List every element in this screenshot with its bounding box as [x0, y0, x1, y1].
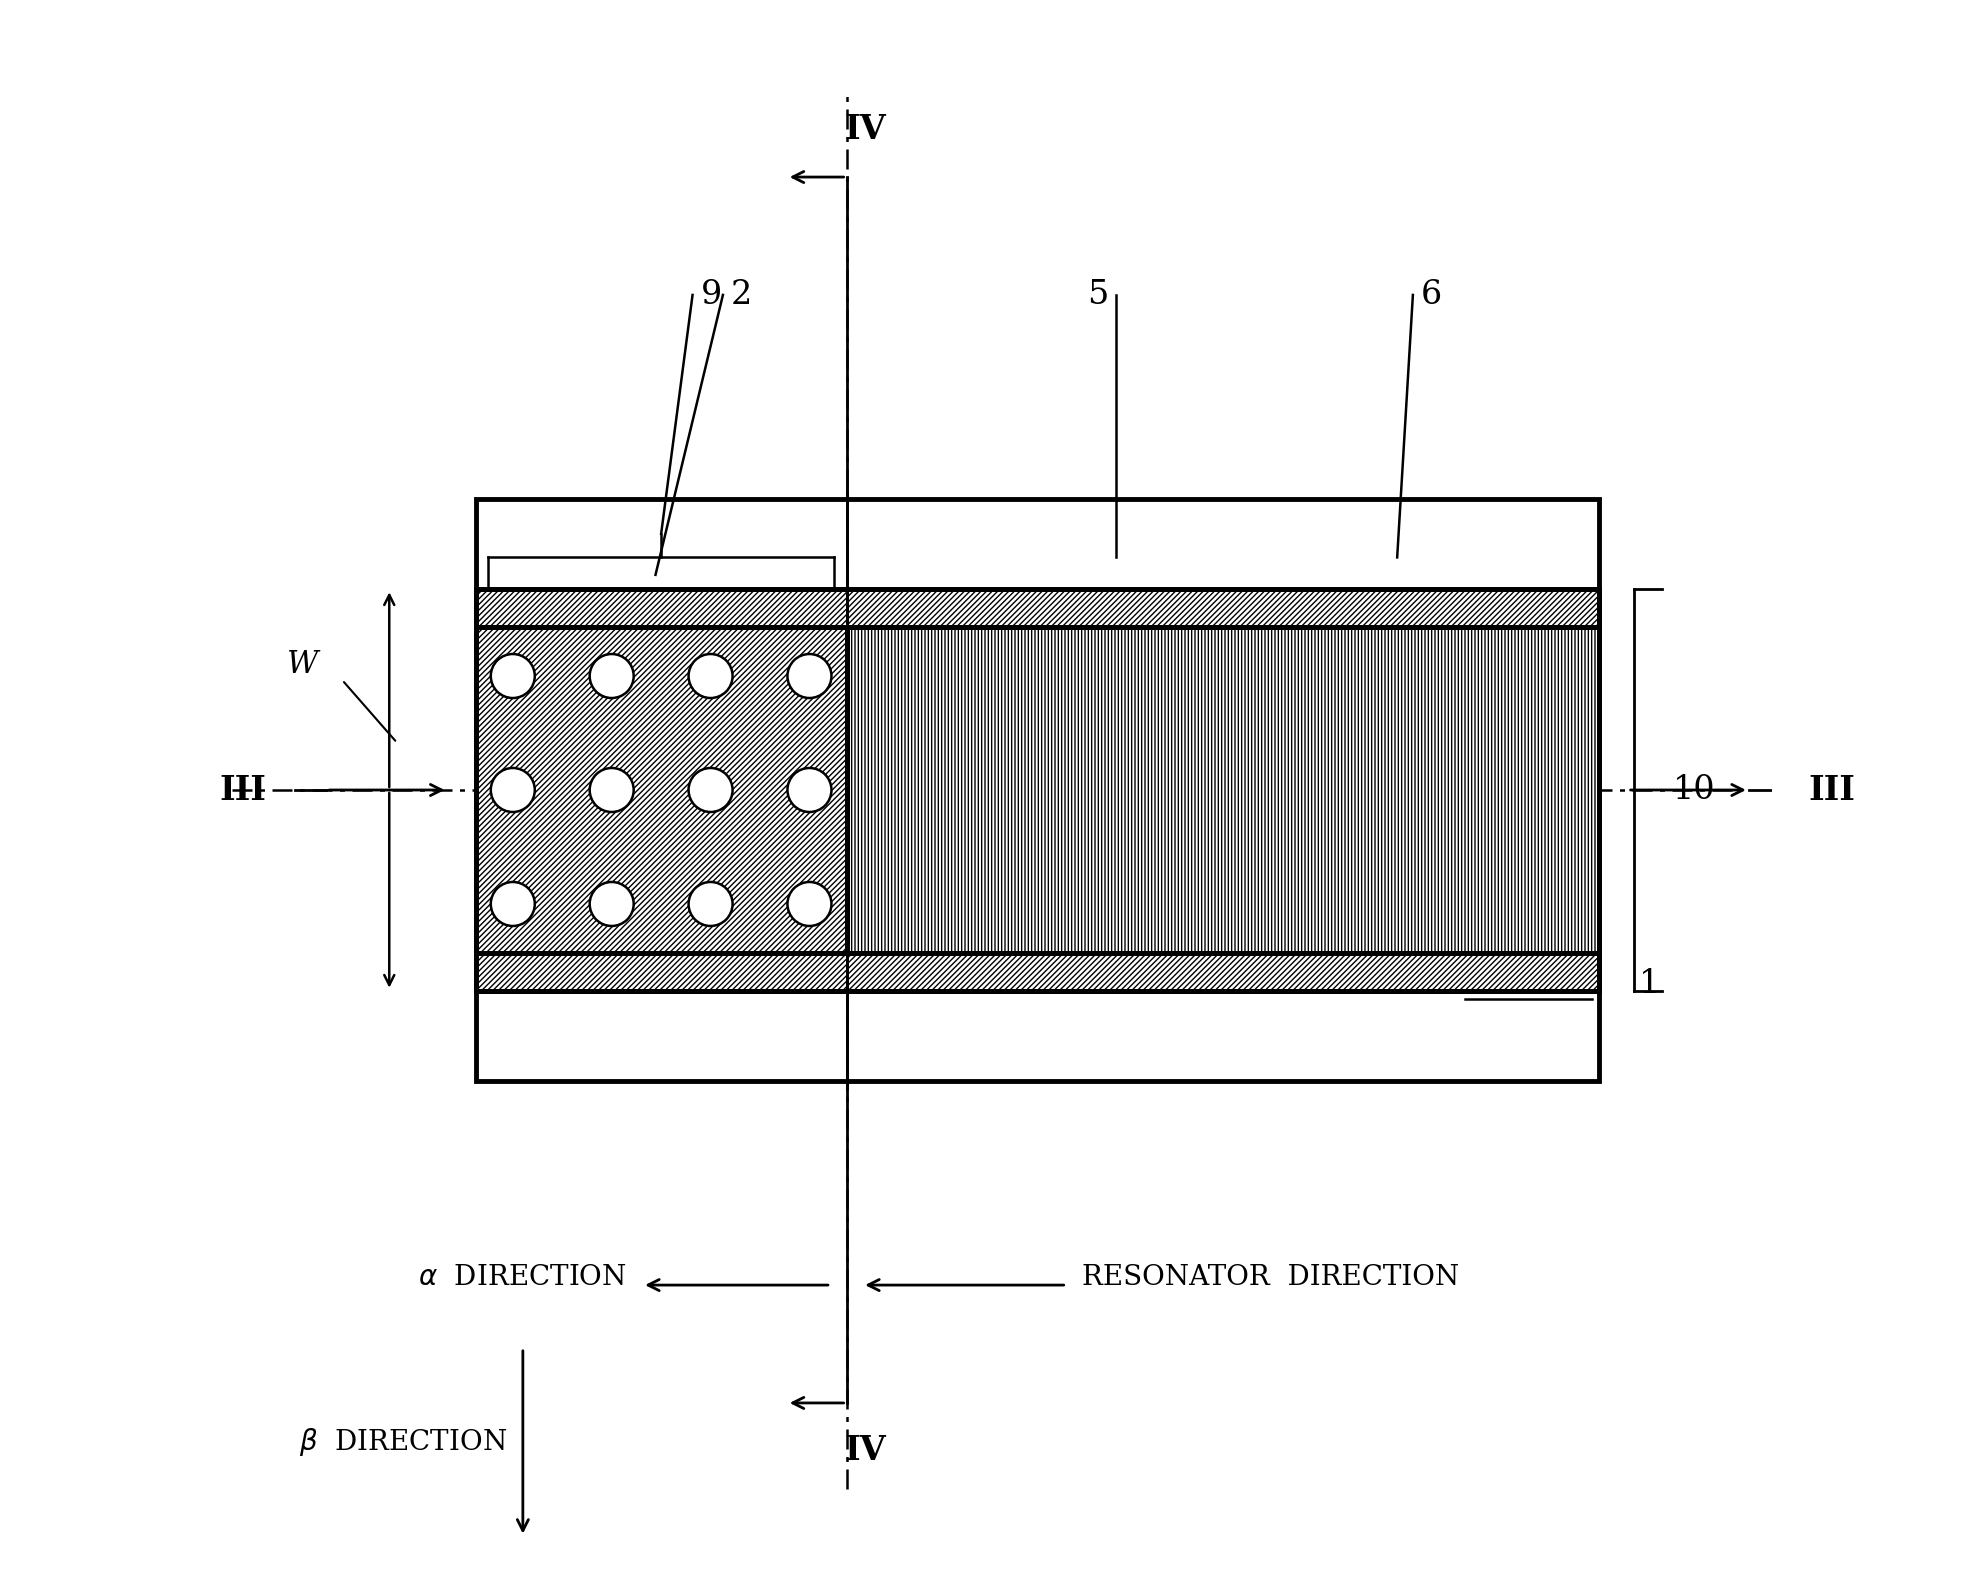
Circle shape — [491, 768, 535, 812]
Text: W: W — [288, 649, 318, 679]
Circle shape — [491, 654, 535, 698]
Bar — [846, 627, 1600, 953]
Text: $\alpha$  DIRECTION: $\alpha$ DIRECTION — [418, 1264, 627, 1291]
Circle shape — [689, 654, 732, 698]
Text: IV: IV — [844, 1433, 886, 1466]
Bar — [846, 627, 1600, 953]
Text: 1: 1 — [1640, 967, 1659, 1000]
Circle shape — [491, 882, 535, 926]
Text: 9: 9 — [700, 280, 722, 311]
Circle shape — [689, 882, 732, 926]
Text: 2: 2 — [730, 280, 752, 311]
Text: III: III — [219, 774, 266, 806]
Circle shape — [689, 768, 732, 812]
Circle shape — [787, 654, 831, 698]
Circle shape — [590, 654, 633, 698]
Bar — [475, 953, 1600, 991]
Text: RESONATOR  DIRECTION: RESONATOR DIRECTION — [1083, 1264, 1460, 1291]
Circle shape — [590, 882, 633, 926]
Circle shape — [787, 882, 831, 926]
Bar — [475, 499, 1600, 1081]
Text: 5: 5 — [1087, 280, 1109, 311]
Bar — [475, 499, 1600, 1081]
Text: 6: 6 — [1421, 280, 1442, 311]
Bar — [475, 627, 846, 953]
Text: IV: IV — [844, 114, 886, 147]
Circle shape — [787, 768, 831, 812]
Bar — [475, 589, 1600, 627]
Bar — [475, 953, 1600, 991]
Bar — [475, 627, 846, 953]
Bar — [475, 589, 1600, 627]
Bar — [475, 499, 1600, 1081]
Text: 10: 10 — [1673, 774, 1717, 806]
Circle shape — [590, 768, 633, 812]
Text: III: III — [1809, 774, 1855, 806]
Text: $\beta$  DIRECTION: $\beta$ DIRECTION — [298, 1427, 507, 1458]
